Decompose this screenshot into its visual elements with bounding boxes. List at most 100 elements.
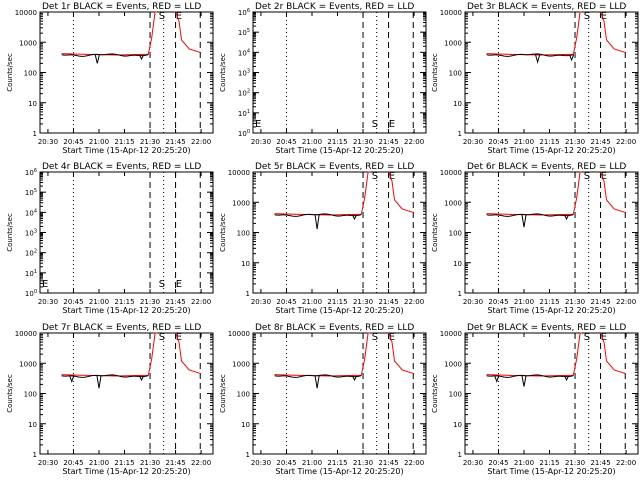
panel-det-2r: Det 2r BLACK = Events, RED = LLD Start Ti… <box>219 2 427 155</box>
y-tick-label: 10 <box>453 260 462 268</box>
x-tick-label: 21:30 <box>353 138 373 146</box>
events-dip <box>96 375 102 389</box>
y-tick-label: 105 <box>238 28 250 37</box>
x-tick-label: 21:00 <box>302 138 322 146</box>
x-axis-label: Start Time (15-Apr-12 20:25:20) <box>62 467 190 476</box>
x-tick-label: 22:00 <box>191 138 211 146</box>
x-tick-label: 22:00 <box>404 459 424 467</box>
series-lld-line-post <box>600 171 627 214</box>
events-dip <box>139 375 144 382</box>
x-tick-label: 21:15 <box>114 459 134 467</box>
series-events-line <box>486 53 574 57</box>
y-tick-label: 100 <box>237 391 250 399</box>
y-tick-label: 10000 <box>228 330 250 338</box>
events-dip <box>494 375 500 383</box>
x-tick-label: 21:15 <box>539 298 559 306</box>
x-tick-label: 21:45 <box>378 138 398 146</box>
events-dip <box>314 214 320 230</box>
x-tick-label: 20:45 <box>488 138 508 146</box>
x-tick-label: 21:00 <box>514 298 534 306</box>
marker-e: E <box>176 11 182 22</box>
x-tick-label: 20:45 <box>276 138 296 146</box>
x-axis-label: Start Time (15-Apr-12 20:25:20) <box>487 467 615 476</box>
marker-s: S <box>584 11 590 22</box>
y-tick-label: 102 <box>25 249 37 258</box>
series-lld-line-post <box>175 332 202 375</box>
panel-det-7r: Det 7r BLACK = Events, RED = LLD Start Ti… <box>6 323 214 476</box>
x-axis-label: Start Time (15-Apr-12 20:25:20) <box>487 146 615 155</box>
series-events-line <box>274 374 362 378</box>
y-tick-label: 1000 <box>232 360 250 368</box>
marker-s: S <box>584 332 590 343</box>
events-dip <box>535 54 541 65</box>
series-lld-line-post <box>388 171 415 214</box>
panel-title: Det 1r BLACK = Events, RED = LLD <box>42 2 201 12</box>
empty-marker: E <box>42 279 48 290</box>
series-events-line <box>486 213 574 217</box>
panel-det-8r: Det 8r BLACK = Events, RED = LLD Start Ti… <box>219 323 427 476</box>
series-lld-line <box>274 171 370 216</box>
y-tick-label: 104 <box>238 48 250 57</box>
y-tick-label: 1000 <box>19 39 37 47</box>
y-tick-label: 100 <box>24 70 37 78</box>
x-tick-label: 21:00 <box>514 138 534 146</box>
x-tick-label: 22:00 <box>191 298 211 306</box>
marker-s: S <box>584 171 590 182</box>
panel-title: Det 9r BLACK = Events, RED = LLD <box>467 323 626 333</box>
y-tick-label: 100 <box>449 230 462 238</box>
x-tick-label: 22:00 <box>404 298 424 306</box>
y-tick-label: 106 <box>238 8 250 17</box>
x-tick-label: 21:30 <box>565 459 585 467</box>
y-tick-label: 1 <box>458 130 462 138</box>
panel-title: Det 6r BLACK = Events, RED = LLD <box>467 162 626 172</box>
series-lld-line-post <box>600 11 627 54</box>
x-tick-label: 20:30 <box>463 138 483 146</box>
plot-frame <box>252 332 427 455</box>
y-axis-label: Counts/sec <box>6 213 14 252</box>
events-dip <box>564 214 569 221</box>
y-tick-label: 10000 <box>15 9 37 17</box>
series-lld-line <box>486 11 582 56</box>
y-tick-label: 10000 <box>15 330 37 338</box>
x-tick-label: 21:00 <box>89 138 109 146</box>
x-tick-label: 21:00 <box>302 298 322 306</box>
x-tick-label: 20:45 <box>63 298 83 306</box>
x-tick-label: 21:45 <box>378 459 398 467</box>
x-tick-label: 21:00 <box>514 459 534 467</box>
events-dip <box>69 375 75 383</box>
plot-frame <box>39 171 214 294</box>
panel-det-1r: Det 1r BLACK = Events, RED = LLD Start Ti… <box>6 2 214 155</box>
y-tick-label: 1000 <box>444 39 462 47</box>
events-dip <box>352 214 357 221</box>
y-axis-label: Counts/sec <box>6 374 14 413</box>
y-tick-label: 106 <box>25 168 37 177</box>
x-tick-label: 21:45 <box>165 459 185 467</box>
x-tick-label: 21:45 <box>165 298 185 306</box>
y-tick-label: 1000 <box>444 360 462 368</box>
x-tick-label: 21:15 <box>327 298 347 306</box>
x-tick-label: 22:00 <box>191 459 211 467</box>
events-dip <box>94 54 100 64</box>
x-tick-label: 21:45 <box>590 138 610 146</box>
events-dip <box>569 54 575 62</box>
x-axis-label: Start Time (15-Apr-12 20:25:20) <box>62 306 190 315</box>
plot-frame <box>464 332 639 455</box>
x-tick-label: 21:15 <box>327 138 347 146</box>
x-tick-label: 20:30 <box>463 298 483 306</box>
y-tick-label: 1000 <box>444 199 462 207</box>
y-axis-label: Counts/sec <box>219 213 227 252</box>
marker-s: S <box>159 332 165 343</box>
y-axis-label: Counts/sec <box>219 374 227 413</box>
events-dip <box>352 375 357 382</box>
y-tick-label: 100 <box>24 391 37 399</box>
x-tick-label: 21:15 <box>114 298 134 306</box>
y-tick-label: 1 <box>246 451 250 459</box>
x-tick-label: 22:00 <box>616 298 636 306</box>
panel-title: Det 2r BLACK = Events, RED = LLD <box>255 2 414 12</box>
series-lld-line-post <box>388 332 415 375</box>
x-tick-label: 21:30 <box>140 298 160 306</box>
x-tick-label: 20:30 <box>38 459 58 467</box>
x-tick-label: 20:45 <box>63 459 83 467</box>
x-tick-label: 20:30 <box>251 298 271 306</box>
y-tick-label: 103 <box>238 69 250 78</box>
